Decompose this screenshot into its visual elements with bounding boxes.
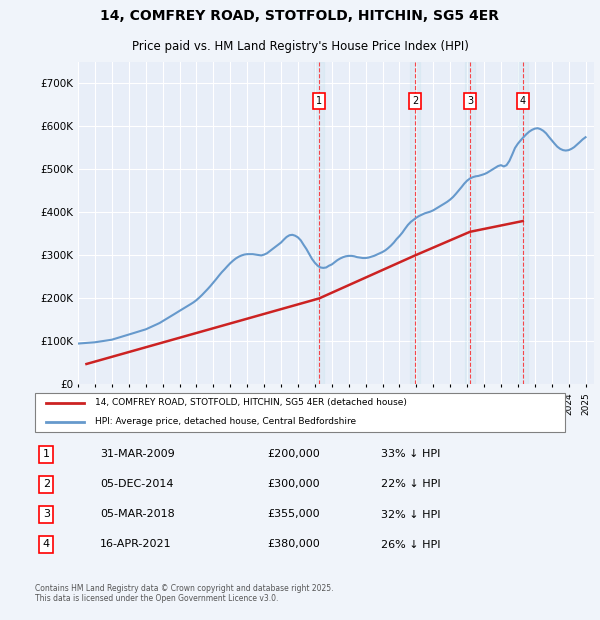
Text: £355,000: £355,000 <box>268 510 320 520</box>
Text: 26% ↓ HPI: 26% ↓ HPI <box>381 539 440 549</box>
Text: 4: 4 <box>520 95 526 105</box>
Text: 3: 3 <box>43 510 50 520</box>
Text: Contains HM Land Registry data © Crown copyright and database right 2025.
This d: Contains HM Land Registry data © Crown c… <box>35 584 334 603</box>
Text: 33% ↓ HPI: 33% ↓ HPI <box>381 450 440 459</box>
FancyBboxPatch shape <box>35 393 565 432</box>
Text: 32% ↓ HPI: 32% ↓ HPI <box>381 510 440 520</box>
Text: 1: 1 <box>43 450 50 459</box>
Text: 3: 3 <box>467 95 473 105</box>
Text: 22% ↓ HPI: 22% ↓ HPI <box>381 479 440 489</box>
Bar <box>314 62 324 384</box>
Text: HPI: Average price, detached house, Central Bedfordshire: HPI: Average price, detached house, Cent… <box>95 417 356 427</box>
Bar <box>410 62 420 384</box>
Text: 05-DEC-2014: 05-DEC-2014 <box>100 479 174 489</box>
Text: 1: 1 <box>316 95 322 105</box>
Text: 05-MAR-2018: 05-MAR-2018 <box>100 510 175 520</box>
Text: £300,000: £300,000 <box>268 479 320 489</box>
Text: £380,000: £380,000 <box>268 539 320 549</box>
Text: 14, COMFREY ROAD, STOTFOLD, HITCHIN, SG5 4ER: 14, COMFREY ROAD, STOTFOLD, HITCHIN, SG5… <box>101 9 499 22</box>
Text: 4: 4 <box>43 539 50 549</box>
Text: £200,000: £200,000 <box>268 450 320 459</box>
Bar <box>518 62 528 384</box>
Text: 2: 2 <box>43 479 50 489</box>
Text: 31-MAR-2009: 31-MAR-2009 <box>100 450 175 459</box>
Bar <box>465 62 475 384</box>
Text: 16-APR-2021: 16-APR-2021 <box>100 539 172 549</box>
Text: 2: 2 <box>412 95 418 105</box>
Text: Price paid vs. HM Land Registry's House Price Index (HPI): Price paid vs. HM Land Registry's House … <box>131 40 469 53</box>
Text: 14, COMFREY ROAD, STOTFOLD, HITCHIN, SG5 4ER (detached house): 14, COMFREY ROAD, STOTFOLD, HITCHIN, SG5… <box>95 398 407 407</box>
